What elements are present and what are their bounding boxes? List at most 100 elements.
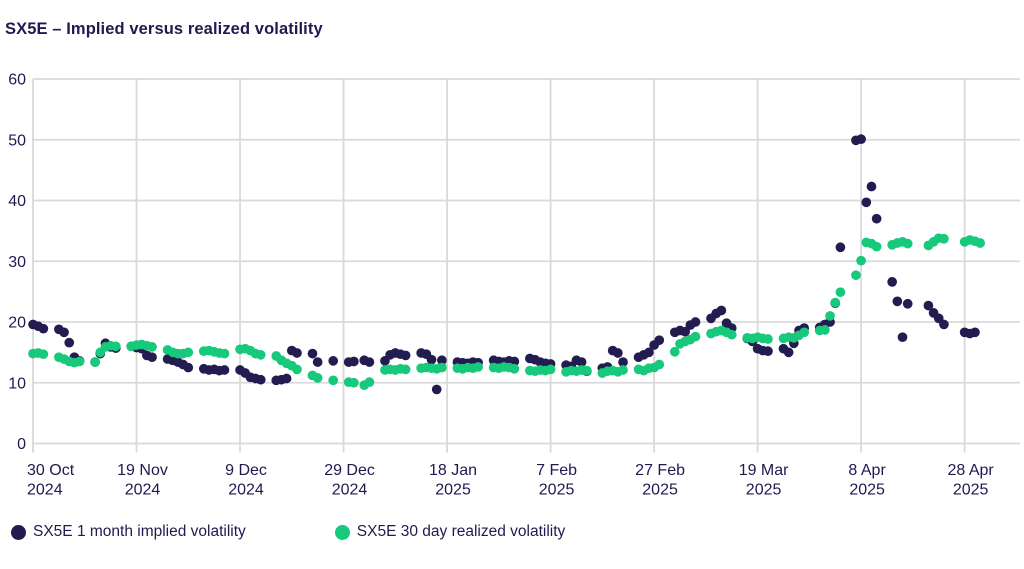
implied-dot (680, 326, 690, 337)
implied-dot (328, 356, 339, 366)
realized-dot (312, 373, 323, 383)
volatility-chart: 0 10 20 30 40 50 60 30 Oct 2024 19 Nov 2024 9 Dec 2… (8, 72, 1020, 499)
implied-dot (835, 242, 846, 253)
implied-dot (400, 350, 411, 361)
x-tick-label-year: 2024 (332, 482, 368, 499)
implied-series-dot-icon (11, 524, 26, 540)
x-tick-label-date: 9 Dec (225, 462, 267, 479)
implied-dot (716, 305, 727, 316)
legend-label-realized: SX5E 30 day realized volatility (356, 523, 566, 540)
x-tick-label-date: 27 Feb (635, 462, 685, 479)
implied-dot (431, 384, 442, 395)
implied-dot (38, 323, 49, 334)
realized-dot (618, 365, 628, 375)
implied-dot (349, 356, 359, 367)
realized-dot (835, 287, 846, 298)
implied-dot (219, 365, 230, 375)
realized-dot (509, 363, 520, 374)
realized-dot (690, 331, 701, 342)
implied-dot (281, 373, 292, 384)
y-axis-labels: 0 10 20 30 40 50 60 (8, 72, 26, 454)
implied-dot (897, 332, 908, 343)
realized-dot (473, 362, 483, 372)
x-tick-label-date: 8 Apr (848, 462, 886, 479)
realized-dot (38, 349, 49, 360)
implied-dot (618, 357, 628, 367)
x-tick-label-date: 28 Apr (947, 462, 994, 479)
realized-dot (147, 342, 157, 352)
h-gridlines (33, 78, 1020, 445)
realized-dot (255, 349, 266, 360)
implied-dot (887, 277, 898, 287)
y-tick-label: 0 (17, 436, 26, 453)
realized-dot (328, 375, 339, 386)
realized-dot (183, 347, 194, 358)
x-tick-label-year: 2024 (27, 482, 63, 499)
realized-dot (90, 357, 100, 367)
implied-dot (690, 317, 701, 327)
x-tick-label-date: 19 Nov (117, 462, 168, 479)
chart-legend: SX5E 1 month implied volatility SX5E 30 … (11, 523, 565, 541)
realized-dot (939, 233, 949, 244)
realized-dot (669, 346, 680, 357)
realized-dot (851, 270, 861, 281)
implied-dot (364, 357, 375, 367)
x-tick-label-date: 30 Oct (27, 462, 75, 479)
y-tick-label: 10 (8, 375, 26, 392)
implied-dot (783, 347, 794, 358)
implied-dot (871, 213, 882, 224)
implied-dot (147, 352, 157, 363)
implied-dot (654, 335, 665, 346)
realized-dot (219, 348, 230, 359)
x-axis-labels: 30 Oct 2024 19 Nov 2024 9 Dec 2024 29 Dec 2024 1… (27, 462, 994, 499)
y-tick-label: 20 (8, 315, 26, 332)
implied-dot (939, 319, 949, 330)
legend-label-implied: SX5E 1 month implied volatility (33, 523, 246, 540)
x-tick-label-year: 2025 (435, 482, 471, 499)
implied-dot (64, 337, 75, 348)
realized-dot (110, 341, 121, 352)
implied-dot (866, 181, 877, 192)
chart-title: SX5E – Implied versus realized volatilit… (5, 20, 323, 38)
x-tick-label-date: 7 Feb (536, 462, 577, 479)
realized-dot (830, 297, 841, 308)
x-tick-label-date: 29 Dec (324, 462, 375, 479)
realized-dot (437, 362, 447, 373)
v-gridlines (32, 79, 966, 453)
implied-dot (183, 362, 194, 373)
y-tick-label: 60 (8, 72, 26, 89)
x-tick-label-year: 2025 (849, 482, 885, 499)
x-tick-label-year: 2025 (953, 482, 989, 499)
realized-dot (349, 377, 359, 388)
realized-dot (871, 241, 882, 252)
realized-dot (825, 311, 835, 321)
implied-dot (923, 300, 934, 311)
implied-dot (576, 357, 587, 367)
implied-dot (255, 374, 266, 385)
realized-dot (74, 356, 85, 367)
y-tick-label: 50 (8, 132, 26, 149)
realized-dot (400, 364, 411, 375)
implied-dot (763, 346, 773, 357)
realized-dot (364, 377, 375, 387)
realized-dot (902, 238, 913, 249)
realized-dot (975, 238, 986, 248)
implied-dot (613, 348, 623, 358)
implied-dot (644, 347, 654, 358)
x-tick-label-year: 2025 (539, 482, 575, 499)
y-tick-label: 30 (8, 254, 26, 271)
x-tick-label-date: 19 Mar (739, 462, 789, 479)
realized-dot (581, 365, 592, 376)
realized-dot (545, 364, 556, 375)
implied-dot (292, 348, 302, 358)
implied-dot (970, 327, 980, 338)
implied-dot (861, 197, 872, 208)
realized-dot (856, 255, 866, 266)
x-tick-label-year: 2024 (228, 482, 264, 499)
implied-dot (892, 296, 903, 307)
implied-dot (59, 327, 69, 338)
realized-dot (820, 325, 830, 335)
y-tick-label: 40 (8, 193, 26, 210)
implied-dot (902, 298, 913, 309)
x-tick-label-year: 2025 (642, 482, 678, 499)
